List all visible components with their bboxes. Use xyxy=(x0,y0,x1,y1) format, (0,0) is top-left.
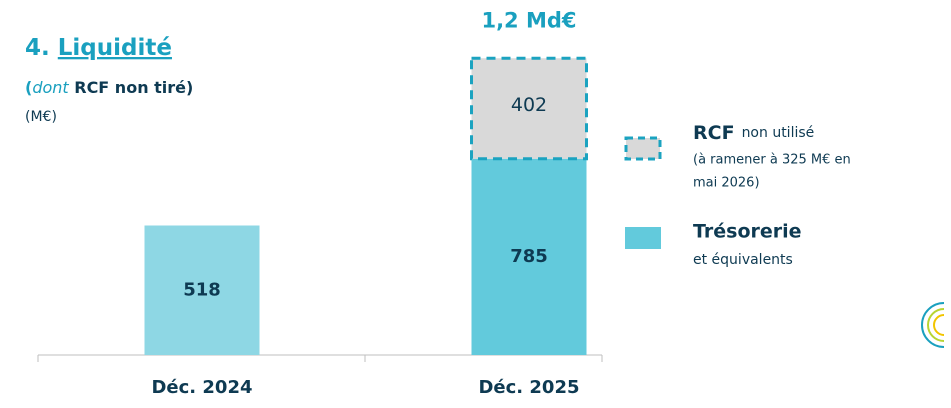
legend-label: RCF non utilisé xyxy=(693,122,814,144)
value-label: 402 xyxy=(511,94,547,116)
legend-note: mai 2026) xyxy=(693,176,760,191)
legend-swatch xyxy=(624,136,662,161)
legend-note: non utilisé xyxy=(742,125,815,141)
title-text: Liquidité xyxy=(58,35,172,61)
logo xyxy=(921,302,945,348)
chart-title: 4. Liquidité xyxy=(25,35,172,61)
x-tick-label: Déc. 2025 xyxy=(478,377,579,398)
legend-name: RCF xyxy=(693,122,735,144)
bar-segment xyxy=(144,225,260,355)
subtitle-rest: RCF non tiré) xyxy=(69,78,194,97)
legend-swatch xyxy=(625,227,661,249)
unit: (M€) xyxy=(25,109,57,125)
legend-name: Trésorerie xyxy=(693,221,802,243)
bar-segment xyxy=(471,158,587,355)
total-label: 1,2 Md€ xyxy=(481,8,576,32)
legend-note: (à ramener à 325 M€ en xyxy=(693,153,851,168)
value-label: 518 xyxy=(183,279,221,300)
legend-note: et équivalents xyxy=(693,252,793,268)
subtitle-open: ( xyxy=(25,78,32,97)
title-number: 4. xyxy=(25,35,50,61)
subtitle: (dont RCF non tiré) xyxy=(25,78,193,97)
x-tick-label: Déc. 2024 xyxy=(151,377,252,398)
bar-segment xyxy=(470,56,588,161)
value-label: 785 xyxy=(510,246,548,267)
subtitle-dont: dont xyxy=(32,78,69,97)
